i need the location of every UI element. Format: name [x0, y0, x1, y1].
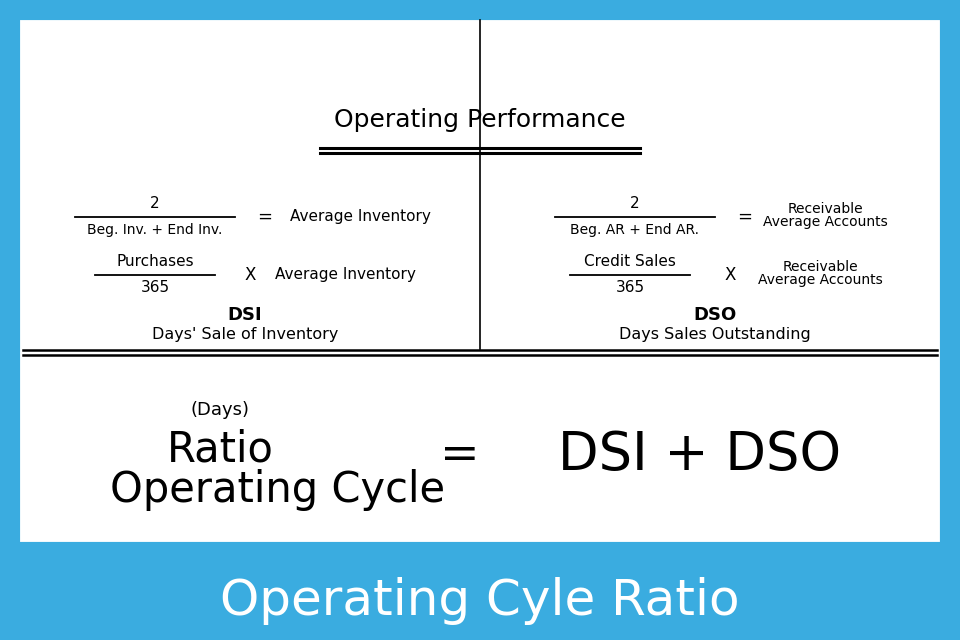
Text: Operating Performance: Operating Performance	[334, 108, 626, 132]
Text: Ratio: Ratio	[167, 429, 274, 471]
Text: =: =	[441, 433, 480, 477]
Text: DSO: DSO	[693, 306, 736, 324]
Text: Average Inventory: Average Inventory	[290, 209, 430, 225]
Text: Receivable: Receivable	[782, 260, 858, 274]
Text: Days Sales Outstanding: Days Sales Outstanding	[619, 328, 811, 342]
Text: 365: 365	[140, 280, 170, 296]
Text: Beg. AR + End AR.: Beg. AR + End AR.	[570, 223, 700, 237]
Text: (Days): (Days)	[190, 401, 250, 419]
Text: DSI: DSI	[228, 306, 262, 324]
Text: Purchases: Purchases	[116, 255, 194, 269]
Text: 2: 2	[150, 195, 159, 211]
Text: Operating Cyle Ratio: Operating Cyle Ratio	[220, 577, 740, 625]
Text: X: X	[724, 266, 735, 284]
Bar	[18, 18, 942, 544]
Text: Average Inventory: Average Inventory	[275, 268, 416, 282]
Text: Days' Sale of Inventory: Days' Sale of Inventory	[152, 328, 338, 342]
Text: 2: 2	[630, 195, 639, 211]
Text: DSI + DSO: DSI + DSO	[559, 429, 842, 481]
Text: =: =	[257, 208, 273, 226]
Text: Operating Cycle: Operating Cycle	[110, 469, 445, 511]
Text: Beg. Inv. + End Inv.: Beg. Inv. + End Inv.	[87, 223, 223, 237]
Text: X: X	[244, 266, 255, 284]
Text: =: =	[737, 208, 753, 226]
Text: Receivable: Receivable	[787, 202, 863, 216]
Text: Credit Sales: Credit Sales	[584, 255, 676, 269]
Text: 365: 365	[615, 280, 644, 296]
Bar	[18, 18, 942, 544]
Text: Average Accounts: Average Accounts	[757, 273, 882, 287]
Text: Average Accounts: Average Accounts	[762, 215, 887, 229]
